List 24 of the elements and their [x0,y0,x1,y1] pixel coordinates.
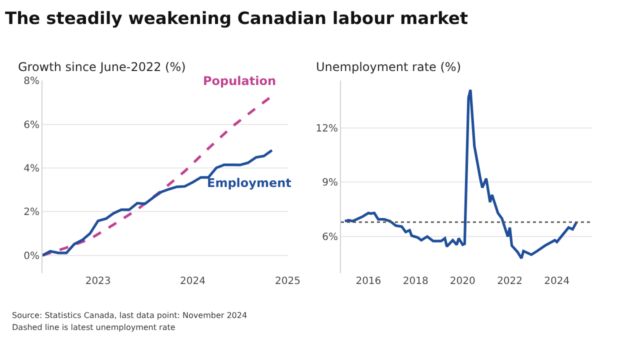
y-tick-label: 4% [24,164,40,175]
x-tick-label: 2018 [402,276,428,287]
series-label: Employment [207,176,292,190]
chart-subtitle: Unemployment rate (%) [316,60,462,74]
text: Dashed line is latest unemployment rate [12,323,176,332]
y-tick-label: 0% [24,250,40,262]
chart-subtitle: Growth since June-2022 (%) [18,60,186,74]
x-tick-label: 2020 [450,276,476,287]
x-tick-label: 2023 [85,276,111,287]
series-label: Population [203,74,276,88]
y-tick-label: 2% [24,207,40,218]
y-tick-label: 9% [322,178,338,189]
y-tick-label: 6% [322,232,338,244]
y-tick-label: 8% [24,76,40,88]
x-tick-label: 2016 [356,276,382,287]
source-note: Source: Statistics Canada, last data point: November 2024 [12,311,248,320]
y-tick-label: 6% [24,120,40,131]
x-tick-label: 2025 [275,276,300,287]
y-tick-label: 12% [316,123,338,134]
x-tick-label: 2022 [497,276,523,287]
x-tick-label: 2024 [180,276,206,287]
chart-title: The steadily weakening Canadian labour market [4,8,468,29]
x-tick-label: 2024 [544,276,570,287]
line-series [344,88,578,260]
